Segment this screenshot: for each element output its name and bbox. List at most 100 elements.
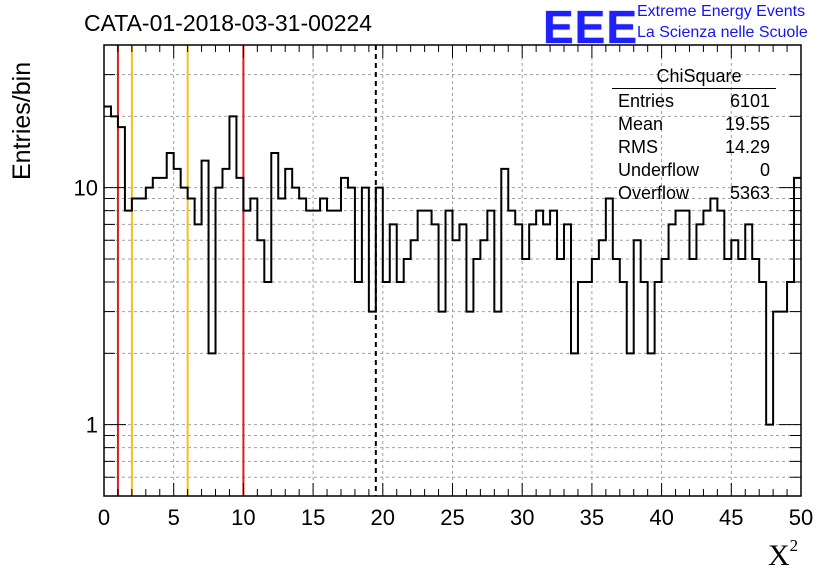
histogram-bin xyxy=(271,153,278,496)
histogram-bin xyxy=(655,282,662,496)
x-tick-label: 30 xyxy=(510,505,534,530)
stats-label: Overflow xyxy=(618,183,690,203)
histogram-bin xyxy=(536,211,543,496)
histogram-bin xyxy=(669,224,676,496)
histogram-outline xyxy=(104,105,801,426)
x-tick-label: 25 xyxy=(440,505,464,530)
histogram-bin xyxy=(494,312,501,496)
histogram-bin xyxy=(341,178,348,496)
x-tick-label: 45 xyxy=(719,505,743,530)
y-tick-label: 10 xyxy=(74,176,98,201)
histogram-bin xyxy=(717,211,724,496)
histogram-bin xyxy=(752,259,759,496)
stats-label: Underflow xyxy=(618,160,700,180)
histogram-bin xyxy=(683,211,690,496)
histogram-bin xyxy=(585,282,592,496)
histogram-bin xyxy=(550,211,557,496)
histogram-bin xyxy=(676,211,683,496)
histogram-bin xyxy=(703,211,710,496)
histogram-bin xyxy=(320,199,327,496)
histogram-bin xyxy=(599,240,606,496)
stats-divider xyxy=(612,88,776,89)
histogram-bin xyxy=(620,282,627,496)
histogram-series xyxy=(104,105,801,496)
histogram-bin xyxy=(564,224,571,496)
histogram-bin xyxy=(299,199,306,496)
stats-row-rms: RMS 14.29 xyxy=(612,136,776,159)
stats-label: Mean xyxy=(618,114,664,134)
histogram-bin xyxy=(160,178,167,496)
histogram-bin xyxy=(710,199,717,496)
histogram-bin xyxy=(731,240,738,496)
histogram-bin xyxy=(425,211,432,496)
y-tick-label: 1 xyxy=(86,413,98,438)
histogram-bin xyxy=(529,224,536,496)
histogram-bin xyxy=(334,211,341,496)
histogram-bin xyxy=(174,169,181,496)
histogram-bin xyxy=(250,199,257,496)
x-tick-label: 35 xyxy=(580,505,604,530)
histogram-bin xyxy=(383,282,390,496)
histogram-bin xyxy=(418,211,425,496)
histogram-bin xyxy=(104,107,111,496)
chart-title: CATA-01-2018-03-31-00224 xyxy=(84,10,373,36)
x-tick-label: 50 xyxy=(789,505,813,530)
histogram-bin xyxy=(578,282,585,496)
x-axis-label-base: X xyxy=(768,539,790,572)
histogram-bin xyxy=(453,240,460,496)
histogram-bin xyxy=(543,224,550,496)
histogram-bin xyxy=(181,188,188,496)
stats-box: ChiSquare Entries 6101 Mean 19.55 RMS 14… xyxy=(612,66,776,205)
histogram-bin xyxy=(773,312,780,496)
histogram-bin xyxy=(432,224,439,496)
histogram-bin xyxy=(292,188,299,496)
histogram-bin xyxy=(229,116,236,496)
histogram-bin xyxy=(662,259,669,496)
stats-value: 19.55 xyxy=(724,114,770,134)
histogram-bin xyxy=(515,224,522,496)
histogram-bin xyxy=(759,282,766,496)
x-tick-label: 0 xyxy=(98,505,110,530)
histogram-bin xyxy=(766,425,773,496)
axis-ticks: 0 5 10 15 20 25 30 35 40 45 50 1 10 xyxy=(74,45,813,530)
stats-title: ChiSquare xyxy=(656,66,742,86)
histogram-bin xyxy=(216,188,223,496)
histogram-bin xyxy=(592,259,599,496)
histogram-bin xyxy=(167,153,174,496)
histogram-bin xyxy=(745,224,752,496)
histogram-bin xyxy=(390,224,397,496)
histogram-bin xyxy=(306,211,313,496)
x-tick-label: 20 xyxy=(371,505,395,530)
histogram-bin xyxy=(480,240,487,496)
x-tick-label: 5 xyxy=(168,505,180,530)
histogram-bin xyxy=(439,312,446,496)
eee-logo: EEE xyxy=(543,1,639,53)
histogram-bin xyxy=(243,211,250,496)
histogram-bin xyxy=(557,259,564,496)
x-tick-label: 15 xyxy=(301,505,325,530)
histogram-bin xyxy=(508,211,515,496)
stats-value: 0 xyxy=(759,160,770,180)
histogram-bin xyxy=(501,169,508,496)
histogram-bin xyxy=(257,240,264,496)
histogram-bin xyxy=(222,169,229,496)
logo-line-1: Extreme Energy Events xyxy=(637,3,806,20)
histogram-bin xyxy=(313,211,320,496)
histogram-bin xyxy=(236,178,243,496)
histogram-bin xyxy=(696,224,703,496)
histogram-bin xyxy=(125,211,132,496)
stats-row-underflow: Underflow 0 xyxy=(612,159,776,182)
stats-value: 6101 xyxy=(729,91,770,111)
histogram-bin xyxy=(264,282,271,496)
histogram-bin xyxy=(794,178,801,496)
histogram-bin xyxy=(209,353,216,496)
x-tick-label: 40 xyxy=(649,505,673,530)
histogram-bin xyxy=(787,282,794,496)
histogram-bin xyxy=(446,211,453,496)
x-tick-label: 10 xyxy=(231,505,255,530)
histogram-bin xyxy=(627,353,634,496)
histogram-bin xyxy=(278,199,285,496)
histogram-bin xyxy=(118,127,125,496)
stats-value: 14.29 xyxy=(724,137,770,157)
